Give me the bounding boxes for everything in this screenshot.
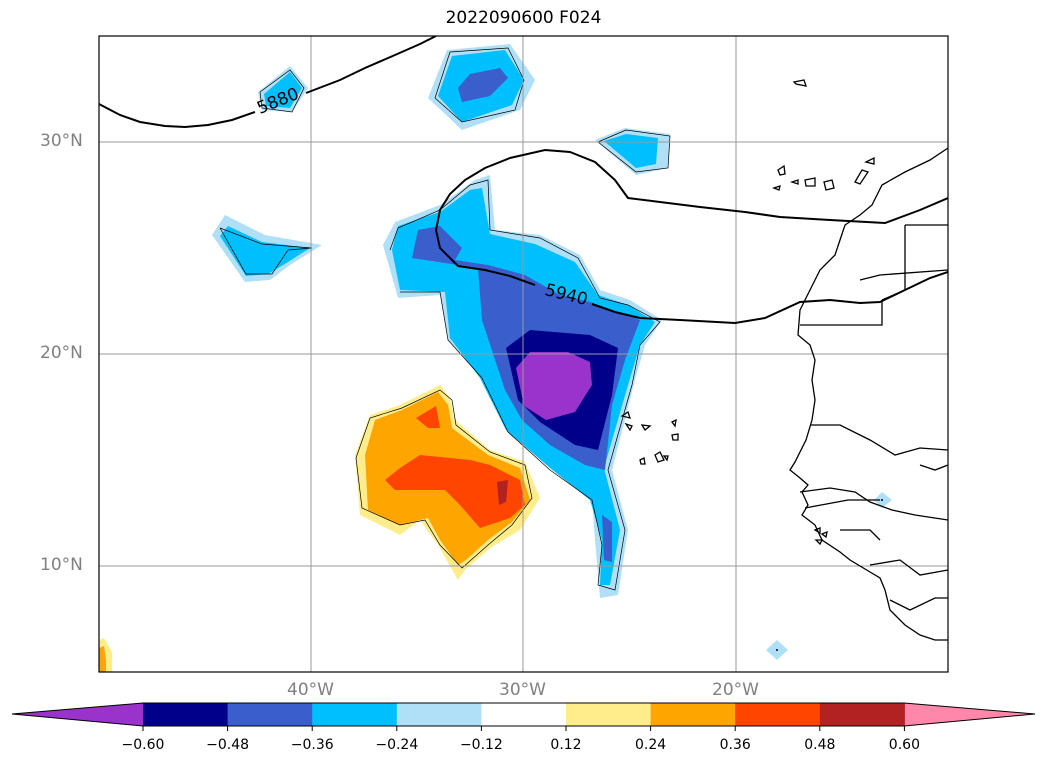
coastlines	[620, 79, 948, 641]
plot-frame	[98, 35, 949, 673]
colorbar-segment	[566, 703, 652, 726]
colorbar-extend-high	[904, 703, 1035, 726]
colorbar-extend-low	[12, 703, 143, 726]
blob-east	[595, 128, 671, 175]
lat-label-20n: 20°N	[40, 343, 83, 363]
lon-label-30w: 30°W	[499, 680, 546, 700]
colorbar-segment	[143, 703, 229, 726]
lon-label-40w: 40°W	[287, 680, 334, 700]
colorbar-segment	[650, 703, 736, 726]
colorbar-tick-label: 0.24	[635, 737, 667, 753]
colorbar-tick-label: −0.24	[375, 737, 419, 753]
blob-west	[212, 215, 322, 282]
colorbar	[11, 702, 1036, 731]
colorbar-tick-label: −0.12	[459, 737, 503, 753]
lon-label-20w: 20°W	[712, 680, 759, 700]
colorbar-tick-label: 0.48	[804, 737, 836, 753]
colorbar-segment	[312, 703, 398, 726]
colorbar-tick-label: −0.60	[121, 737, 165, 753]
colorbar-tick-label: 0.36	[719, 737, 751, 753]
blob-sw-corner	[99, 638, 112, 672]
lat-label-10n: 10°N	[40, 555, 83, 575]
map-title: 2022090600 F024	[445, 8, 602, 28]
colorbar-tick-label: 0.12	[550, 737, 582, 753]
colorbar-segment	[396, 703, 482, 726]
gridlines	[99, 36, 948, 672]
colorbar-tick-label: 0.60	[888, 737, 920, 753]
colorbar-segment	[481, 703, 567, 726]
colorbar-segment	[735, 703, 821, 726]
blob-positive	[355, 385, 540, 580]
blob-north	[428, 44, 535, 130]
height-contours	[99, 36, 948, 325]
blob-nw	[258, 66, 308, 113]
colorbar-tick-label: −0.48	[206, 737, 250, 753]
lat-label-30n: 30°N	[40, 131, 83, 151]
colorbar-segment	[819, 703, 905, 726]
anomaly-field	[99, 44, 892, 672]
colorbar-segment	[227, 703, 313, 726]
colorbar-tick-label: −0.36	[290, 737, 334, 753]
